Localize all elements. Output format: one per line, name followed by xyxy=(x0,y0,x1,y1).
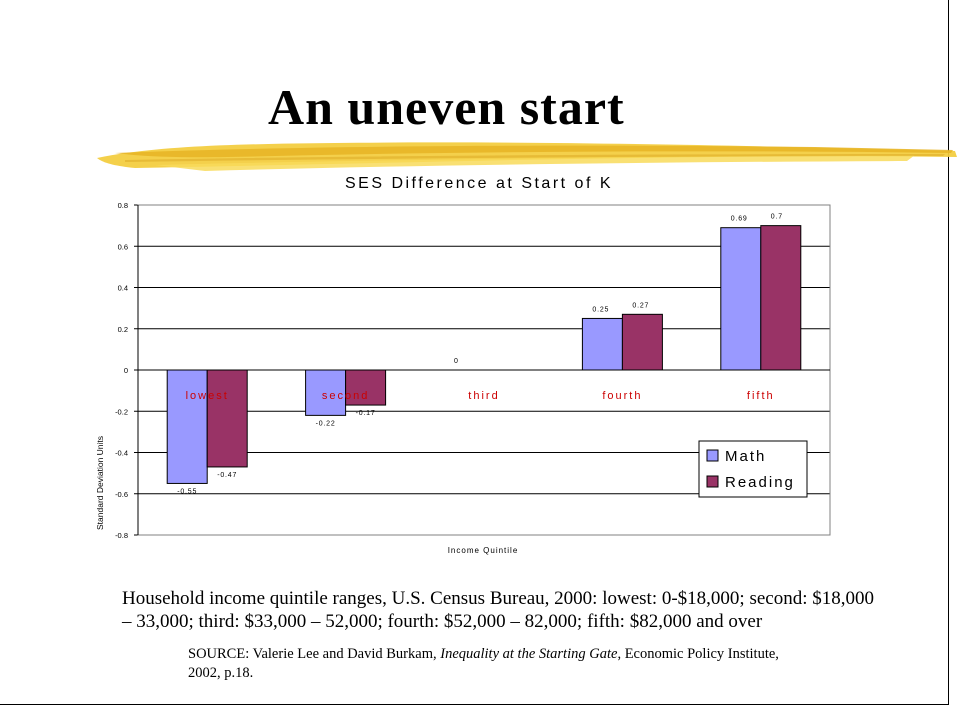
legend-label-math: Math xyxy=(725,448,766,465)
income-ranges-caption: Household income quintile ranges, U.S. C… xyxy=(122,588,874,632)
bar-reading xyxy=(345,369,387,406)
y-tick-label: 0 xyxy=(124,366,128,375)
data-label: 0.27 xyxy=(632,302,649,309)
category-label: fifth xyxy=(747,390,775,402)
category-label: lowest xyxy=(186,390,229,402)
source-book-title: Inequality at the Starting Gate xyxy=(440,646,618,662)
bar-math xyxy=(720,227,762,371)
category-label: fourth xyxy=(602,390,642,402)
y-tick-label: 0.8 xyxy=(118,201,128,210)
legend-swatch-reading xyxy=(706,475,719,488)
source-suffix: , Economic Policy Institute, 2002, p.18. xyxy=(188,646,779,681)
slide-border-right xyxy=(948,0,949,705)
data-label: -0.17 xyxy=(356,410,376,417)
yellow-brush-stroke xyxy=(97,142,957,171)
slide-title: An uneven start xyxy=(268,79,625,135)
bars xyxy=(166,225,802,484)
axes: 0.8 0.6 0.4 0.2 0 -0.2 -0.4 -0.6 -0.8 xyxy=(115,201,831,540)
y-tick-label: -0.6 xyxy=(115,490,128,499)
data-label: -0.22 xyxy=(316,420,336,427)
bar-math xyxy=(581,317,623,371)
bar-reading xyxy=(760,225,802,371)
source-prefix: SOURCE: Valerie Lee and David Burkam, xyxy=(188,646,441,662)
data-label: -0.55 xyxy=(177,488,197,495)
y-tick-label: -0.2 xyxy=(115,407,128,416)
y-tick-label: 0.4 xyxy=(118,284,128,293)
data-label: 0.7 xyxy=(771,214,783,221)
y-tick-label: -0.8 xyxy=(115,531,128,540)
category-label: second xyxy=(322,390,369,402)
bar-math xyxy=(166,369,208,484)
data-labels: -0.55 -0.22 0 0.25 0.69 -0.47 -0.17 0.27 0.7 lowe… xyxy=(177,214,783,496)
data-label: 0.69 xyxy=(731,216,748,223)
x-axis-label: Income Quintile xyxy=(448,546,519,555)
data-label: 0 xyxy=(454,358,459,365)
y-axis-label: Standard Deviation Units xyxy=(95,436,105,530)
y-tick-label: 0.6 xyxy=(118,242,128,251)
source-citation: SOURCE: Valerie Lee and David Burkam, In… xyxy=(188,645,808,683)
legend: Math Reading xyxy=(698,440,808,498)
category-label: third xyxy=(468,390,499,402)
y-tick-label: 0.2 xyxy=(118,325,128,334)
bar-reading xyxy=(206,369,248,468)
y-tick-label: -0.4 xyxy=(115,449,128,458)
data-label: 0.25 xyxy=(592,306,609,313)
bar-chart: SES Difference at Start of K 0.80.60.40.… xyxy=(95,175,831,555)
chart-title: SES Difference at Start of K xyxy=(345,175,613,192)
legend-label-reading: Reading xyxy=(725,474,795,491)
slide-border-bottom xyxy=(0,704,949,705)
data-label: -0.47 xyxy=(217,472,237,479)
bar-reading xyxy=(621,313,663,371)
legend-swatch-math xyxy=(706,449,719,462)
